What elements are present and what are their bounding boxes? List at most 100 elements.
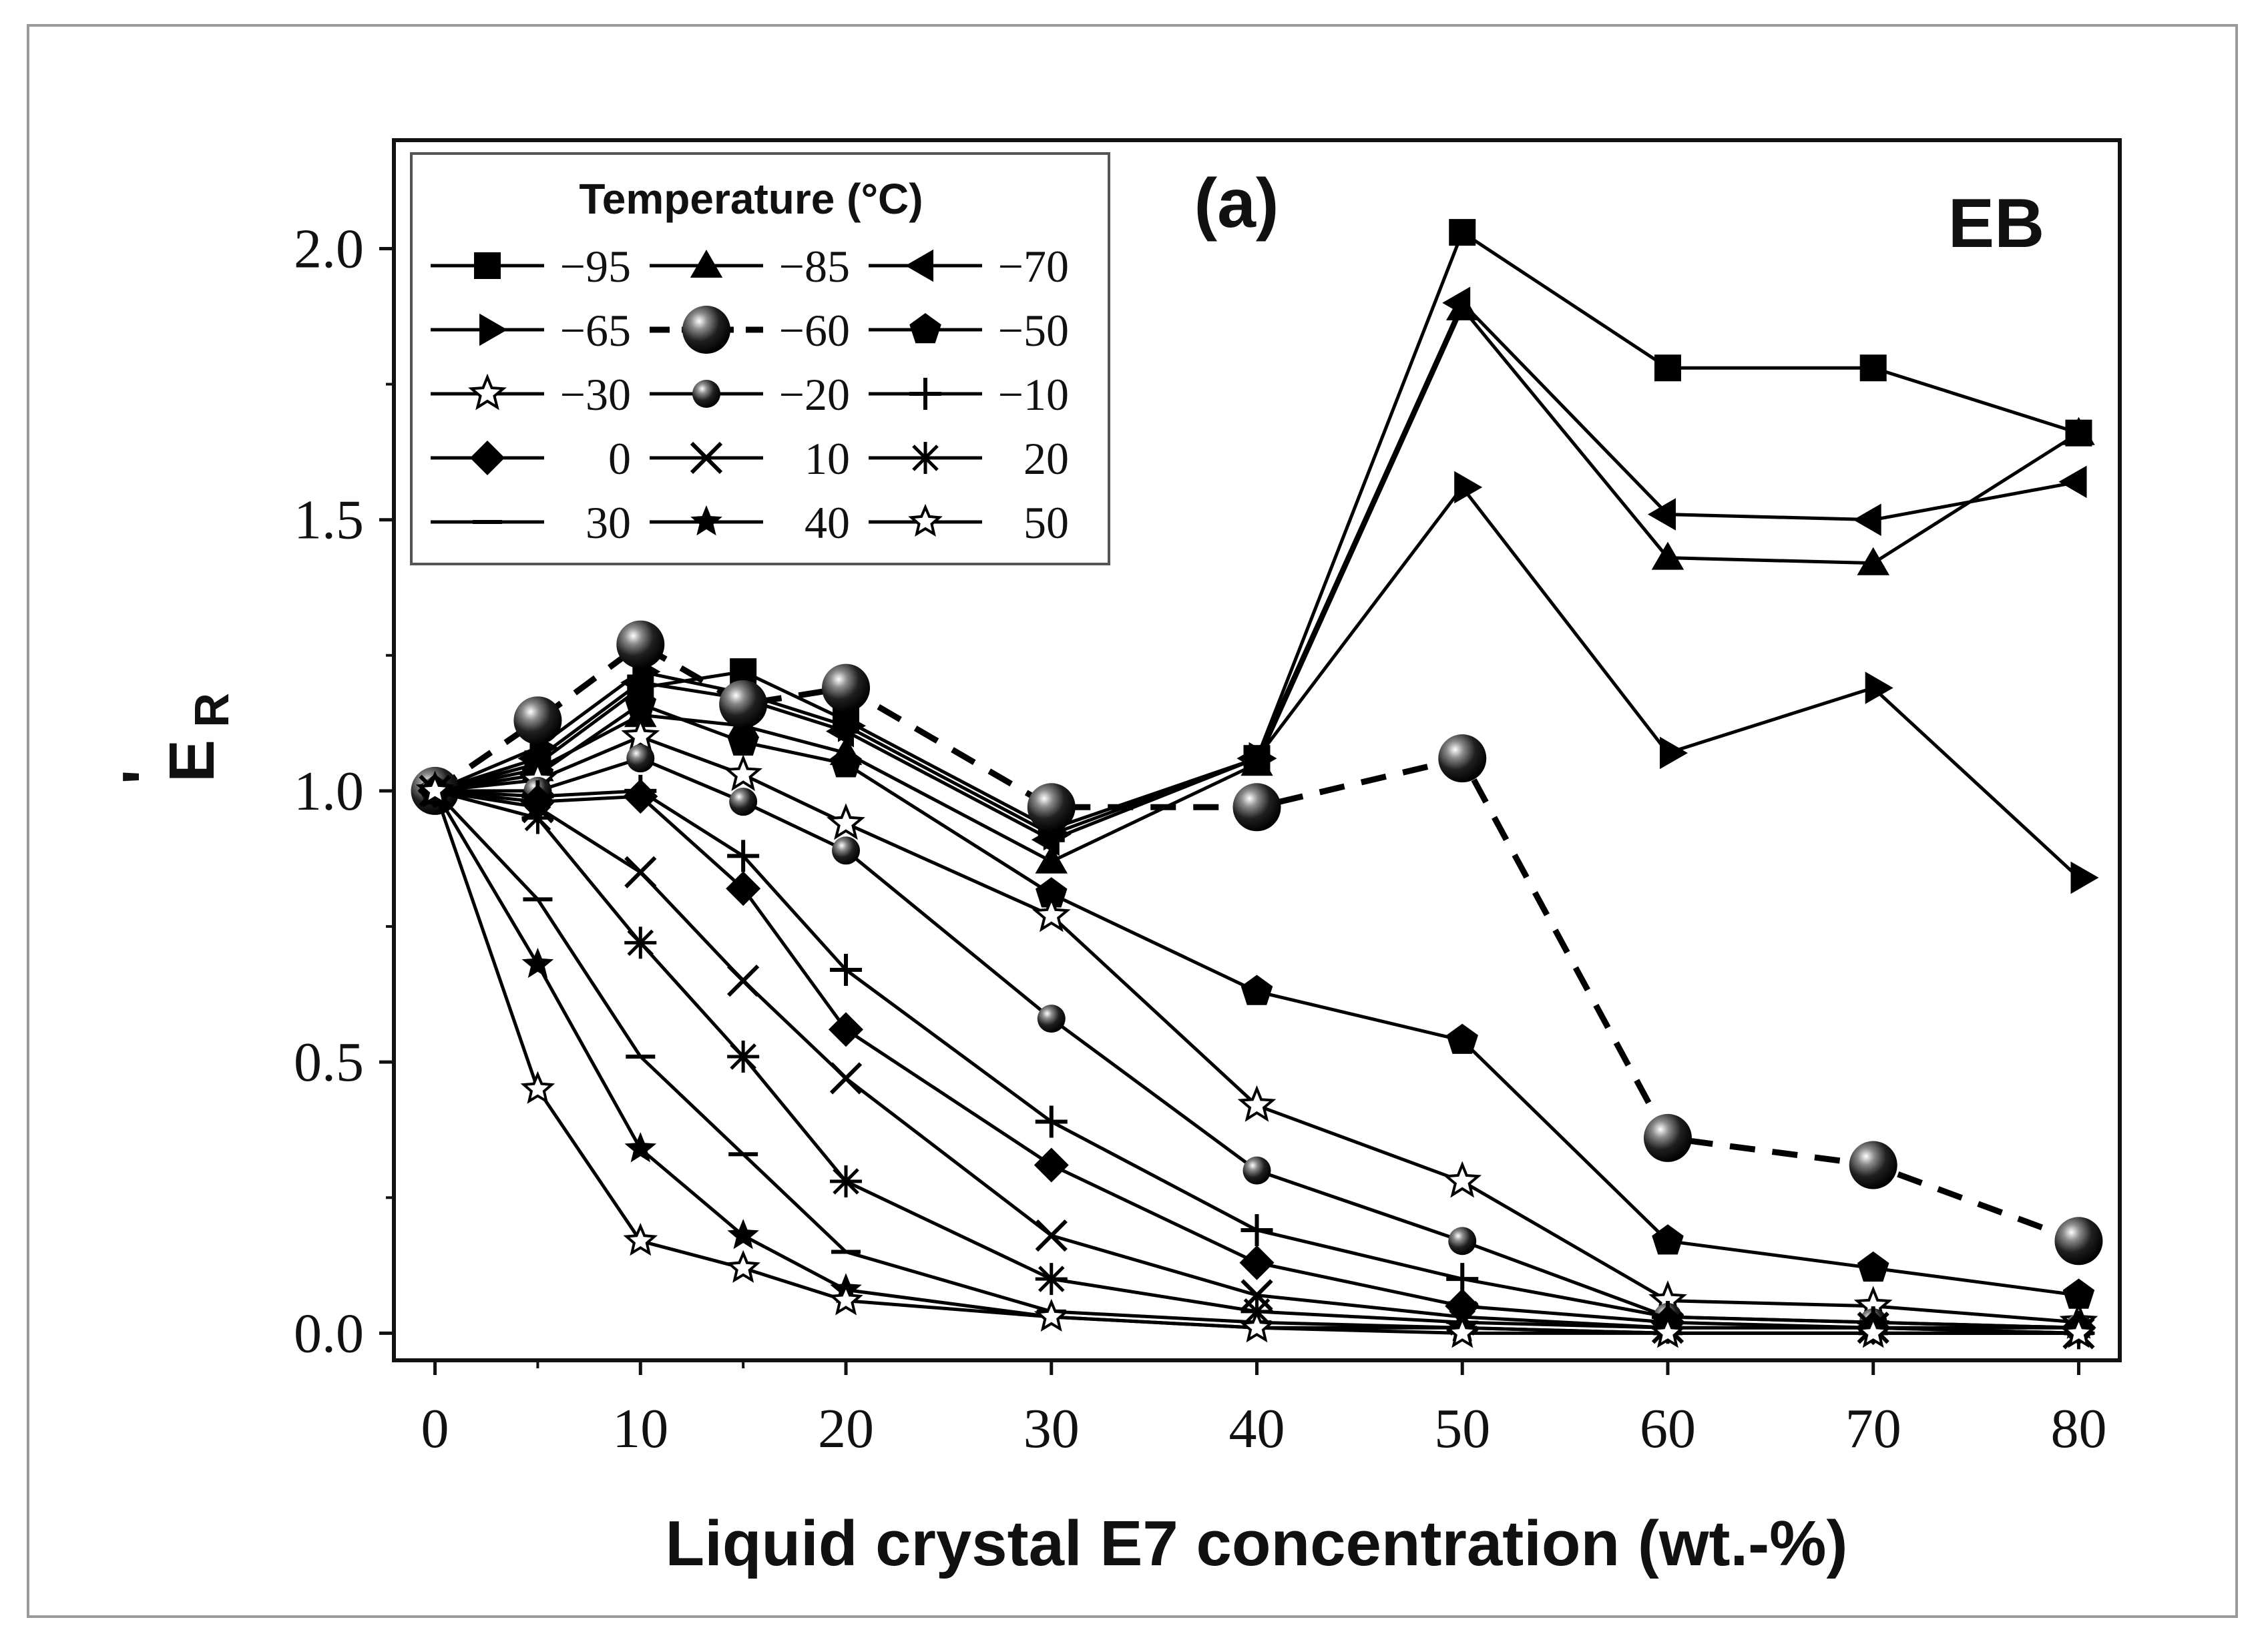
legend-entry: −20 bbox=[650, 369, 850, 420]
data-point bbox=[1449, 219, 1476, 246]
data-point bbox=[2058, 465, 2087, 499]
legend-entry: −70 bbox=[869, 241, 1069, 292]
series-line bbox=[433, 641, 2080, 1244]
data-point bbox=[521, 802, 554, 834]
legend-label: 0 bbox=[608, 433, 631, 484]
data-point bbox=[2061, 1315, 2096, 1348]
y-axis-ticks: 0.0 0.5 1.0 1.5 2.0 bbox=[294, 218, 394, 1364]
data-point bbox=[1654, 354, 1681, 382]
legend-entry: −30 bbox=[431, 369, 631, 420]
x-axis-ticks: 0 10 20 30 40 50 60 70 80 bbox=[421, 1360, 2106, 1460]
legend-label: −10 bbox=[998, 369, 1069, 420]
legend-entry: −65 bbox=[431, 305, 631, 356]
data-point bbox=[1240, 1279, 1273, 1312]
legend-entry: 0 bbox=[431, 433, 631, 484]
data-point bbox=[1240, 1214, 1273, 1247]
data-point bbox=[838, 710, 866, 742]
legend-entry: 20 bbox=[869, 433, 1069, 484]
data-point bbox=[1034, 1147, 1069, 1183]
y-tick-label: 1.5 bbox=[294, 489, 364, 551]
legend-entry: −85 bbox=[650, 241, 850, 292]
data-point bbox=[623, 779, 658, 814]
data-point bbox=[1853, 503, 1881, 536]
legend-label: −70 bbox=[998, 241, 1069, 292]
x-tick-label: 0 bbox=[421, 1398, 449, 1460]
data-point bbox=[1643, 1113, 1692, 1162]
data-point bbox=[1859, 354, 1887, 382]
data-point bbox=[1035, 1105, 1068, 1138]
data-point bbox=[726, 1250, 760, 1283]
data-point bbox=[832, 836, 861, 865]
x-tick-label: 30 bbox=[1024, 1398, 1080, 1460]
data-point bbox=[1442, 286, 1471, 319]
legend-marker bbox=[692, 380, 720, 408]
data-point bbox=[521, 947, 554, 979]
legend-title: Temperature (°C) bbox=[579, 175, 923, 223]
y-axis-title-prime: ' bbox=[109, 770, 181, 785]
data-point bbox=[1650, 1315, 1685, 1348]
legend-marker bbox=[908, 503, 943, 537]
legend-marker bbox=[470, 441, 505, 475]
legend-label: −85 bbox=[779, 241, 850, 292]
x-tick-label: 80 bbox=[2050, 1398, 2106, 1460]
data-point bbox=[1242, 1156, 1271, 1185]
data-point bbox=[727, 840, 760, 872]
x-tick-label: 40 bbox=[1229, 1398, 1285, 1460]
data-point bbox=[1849, 1141, 1897, 1189]
legend-label: −20 bbox=[779, 369, 850, 420]
legend-marker bbox=[690, 505, 722, 536]
data-point bbox=[830, 747, 862, 778]
legend-entry: −60 bbox=[650, 305, 850, 356]
x-axis-title: Liquid crystal E7 concentration (wt.-%) bbox=[666, 1508, 1848, 1579]
y-axis-title: E ' R bbox=[109, 693, 239, 784]
data-point bbox=[417, 772, 453, 806]
y-tick-label: 0.0 bbox=[294, 1302, 364, 1364]
data-point bbox=[729, 788, 758, 816]
data-point bbox=[822, 663, 871, 712]
data-point bbox=[1249, 742, 1277, 775]
data-point bbox=[513, 696, 562, 745]
data-point bbox=[1240, 975, 1273, 1005]
data-point bbox=[829, 1012, 863, 1047]
data-point bbox=[1865, 671, 1893, 704]
data-point bbox=[624, 687, 657, 718]
legend-marker bbox=[468, 373, 507, 410]
data-point bbox=[1652, 1224, 1684, 1255]
data-point bbox=[624, 1132, 657, 1163]
data-point bbox=[727, 1219, 759, 1250]
data-point bbox=[1036, 877, 1068, 908]
data-point bbox=[621, 716, 660, 754]
series-14 bbox=[417, 772, 2096, 1348]
data-point bbox=[1454, 471, 1483, 504]
data-point bbox=[1239, 1245, 1275, 1280]
corner-label: EB bbox=[1948, 185, 2044, 262]
legend-entry: −10 bbox=[869, 369, 1069, 420]
data-point bbox=[830, 954, 863, 987]
data-point bbox=[2070, 861, 2099, 894]
legend-label: 50 bbox=[1024, 497, 1069, 548]
data-point bbox=[1857, 1251, 1889, 1282]
series-4 bbox=[411, 620, 2103, 1266]
legend-marker bbox=[682, 306, 730, 354]
data-point bbox=[1857, 547, 1889, 575]
legend-label: 40 bbox=[805, 497, 850, 548]
y-tick-label: 1.0 bbox=[294, 760, 364, 822]
data-point bbox=[626, 744, 655, 773]
data-point bbox=[727, 965, 760, 997]
legend-marker bbox=[909, 313, 941, 344]
data-point bbox=[829, 1282, 863, 1316]
data-point bbox=[1034, 1298, 1069, 1332]
data-point bbox=[727, 1041, 760, 1073]
data-point bbox=[1651, 541, 1684, 570]
legend-marker bbox=[690, 250, 723, 278]
data-point bbox=[623, 1223, 658, 1256]
data-point bbox=[830, 1165, 863, 1197]
data-point bbox=[1445, 1315, 1480, 1348]
data-point bbox=[727, 725, 759, 756]
legend-entry: 40 bbox=[650, 497, 850, 548]
legend-marker bbox=[905, 249, 933, 282]
legend-entry: −95 bbox=[431, 241, 631, 292]
data-point bbox=[1448, 1227, 1477, 1256]
data-point bbox=[1037, 1005, 1066, 1033]
